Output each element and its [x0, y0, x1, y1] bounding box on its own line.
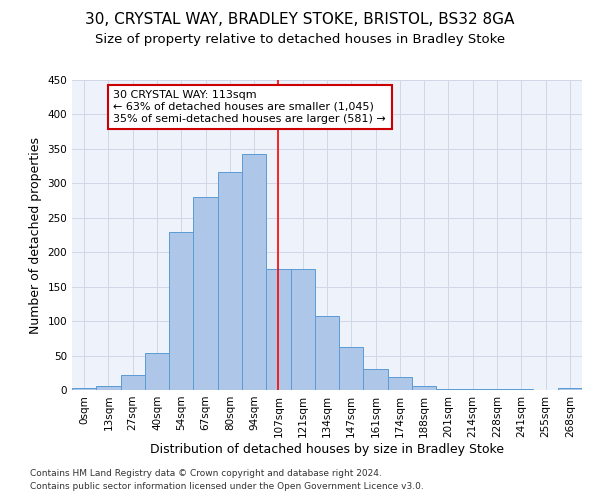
Bar: [121, 375, 145, 390]
Bar: [145, 353, 169, 390]
Bar: [388, 377, 412, 390]
Bar: [315, 316, 339, 390]
Bar: [242, 154, 266, 390]
Text: Contains public sector information licensed under the Open Government Licence v3: Contains public sector information licen…: [30, 482, 424, 491]
Bar: [72, 388, 96, 390]
Bar: [364, 370, 388, 390]
Y-axis label: Number of detached properties: Number of detached properties: [29, 136, 42, 334]
Bar: [290, 270, 315, 390]
X-axis label: Distribution of detached houses by size in Bradley Stoke: Distribution of detached houses by size …: [150, 442, 504, 456]
Bar: [461, 388, 485, 390]
Bar: [96, 386, 121, 390]
Bar: [412, 386, 436, 390]
Bar: [436, 388, 461, 390]
Bar: [339, 348, 364, 390]
Bar: [218, 172, 242, 390]
Bar: [193, 197, 218, 390]
Bar: [485, 388, 509, 390]
Bar: [266, 270, 290, 390]
Text: 30 CRYSTAL WAY: 113sqm
← 63% of detached houses are smaller (1,045)
35% of semi-: 30 CRYSTAL WAY: 113sqm ← 63% of detached…: [113, 90, 386, 124]
Text: Contains HM Land Registry data © Crown copyright and database right 2024.: Contains HM Land Registry data © Crown c…: [30, 468, 382, 477]
Text: Size of property relative to detached houses in Bradley Stoke: Size of property relative to detached ho…: [95, 32, 505, 46]
Bar: [558, 388, 582, 390]
Bar: [169, 232, 193, 390]
Text: 30, CRYSTAL WAY, BRADLEY STOKE, BRISTOL, BS32 8GA: 30, CRYSTAL WAY, BRADLEY STOKE, BRISTOL,…: [85, 12, 515, 28]
